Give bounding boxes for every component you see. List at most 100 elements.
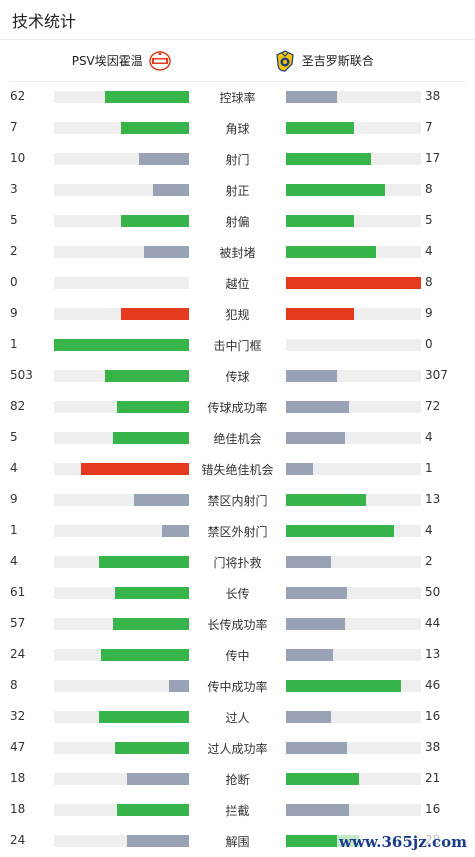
home-bar-fill — [117, 804, 189, 816]
stat-row: 57 长传成功率 44 — [0, 608, 475, 639]
stat-label: 传球 — [225, 370, 250, 384]
stat-row: 47 过人成功率 38 — [0, 732, 475, 763]
home-value: 62 — [10, 89, 26, 103]
stat-row: 503 传球 307 — [0, 360, 475, 391]
home-bar-fill — [115, 587, 189, 599]
away-bar-fill — [286, 432, 345, 444]
stat-label: 射偏 — [225, 215, 250, 229]
away-bar-fill — [286, 680, 401, 692]
stat-row: 82 传球成功率 72 — [0, 391, 475, 422]
stat-label: 绝佳机会 — [213, 432, 262, 446]
stat-label: 禁区外射门 — [207, 525, 268, 539]
away-value: 44 — [425, 616, 441, 630]
home-bar-fill — [117, 401, 189, 413]
stat-label: 长传 — [225, 587, 250, 601]
away-team[interactable]: 圣吉罗斯联合 — [223, 49, 466, 72]
away-value: 38 — [425, 740, 441, 754]
away-bar — [286, 308, 421, 320]
stat-label: 射正 — [225, 184, 250, 198]
away-bar — [286, 339, 421, 351]
away-value: 16 — [425, 802, 441, 816]
away-value: 72 — [425, 399, 441, 413]
home-value: 18 — [10, 802, 26, 816]
stat-label: 门将扑救 — [213, 556, 262, 570]
home-value: 4 — [10, 461, 18, 475]
home-value: 61 — [10, 585, 26, 599]
away-team-name: 圣吉罗斯联合 — [301, 54, 374, 68]
home-bar — [54, 525, 189, 537]
stat-row: 5 射偏 5 — [0, 205, 475, 236]
home-value: 2 — [10, 244, 18, 258]
home-bar — [54, 122, 189, 134]
away-value: 17 — [425, 151, 441, 165]
away-value: 4 — [425, 523, 433, 537]
home-value: 24 — [10, 647, 26, 661]
stat-label: 传中成功率 — [207, 680, 268, 694]
home-bar — [54, 556, 189, 568]
home-bar — [54, 277, 189, 289]
home-bar-fill — [115, 742, 189, 754]
home-bar-fill — [121, 122, 189, 134]
watermark: www.365jz.com — [337, 833, 469, 851]
stat-label: 控球率 — [219, 91, 256, 105]
stat-row: 0 越位 8 — [0, 267, 475, 298]
stat-row: 3 射正 8 — [0, 174, 475, 205]
stat-label: 传球成功率 — [207, 401, 268, 415]
away-value: 8 — [425, 182, 433, 196]
home-bar — [54, 401, 189, 413]
away-value: 13 — [425, 492, 441, 506]
home-bar — [54, 246, 189, 258]
away-bar-fill — [286, 618, 345, 630]
stat-label: 角球 — [225, 122, 250, 136]
stat-label: 错失绝佳机会 — [201, 463, 274, 477]
home-bar — [54, 184, 189, 196]
stat-label: 越位 — [225, 277, 250, 291]
stat-row: 8 传中成功率 46 — [0, 670, 475, 701]
away-bar — [286, 649, 421, 661]
union-sg-logo-icon — [276, 49, 294, 72]
home-team[interactable]: PSV埃因霍温 — [10, 50, 223, 72]
away-value: 50 — [425, 585, 441, 599]
away-bar-fill — [286, 463, 313, 475]
away-value: 13 — [425, 647, 441, 661]
home-bar — [54, 680, 189, 692]
stat-row: 7 角球 7 — [0, 112, 475, 143]
home-value: 7 — [10, 120, 18, 134]
home-bar-fill — [81, 463, 189, 475]
home-bar-fill — [127, 773, 189, 785]
home-bar-fill — [113, 618, 189, 630]
home-bar-fill — [99, 556, 189, 568]
away-bar — [286, 122, 421, 134]
home-bar-fill — [134, 494, 189, 506]
stat-label: 被封堵 — [219, 246, 256, 260]
away-bar-fill — [286, 401, 349, 413]
home-bar — [54, 339, 189, 351]
away-bar — [286, 246, 421, 258]
stat-row: 9 禁区内射门 13 — [0, 484, 475, 515]
stat-row: 10 射门 17 — [0, 143, 475, 174]
psv-logo-icon — [149, 50, 171, 71]
away-bar — [286, 153, 421, 165]
away-value: 0 — [425, 337, 433, 351]
away-bar-fill — [286, 804, 349, 816]
home-bar-fill — [127, 835, 189, 847]
home-bar — [54, 649, 189, 661]
away-value: 8 — [425, 275, 433, 289]
away-bar-fill — [286, 494, 366, 506]
away-bar-fill — [286, 122, 354, 134]
away-value: 307 — [425, 368, 448, 382]
away-bar-fill — [286, 773, 359, 785]
stat-label: 长传成功率 — [207, 618, 268, 632]
away-bar-fill — [286, 587, 347, 599]
home-bar-fill — [99, 711, 189, 723]
stat-row: 4 错失绝佳机会 1 — [0, 453, 475, 484]
home-bar — [54, 153, 189, 165]
away-bar — [286, 587, 421, 599]
away-bar-fill — [286, 556, 331, 568]
away-bar-fill — [286, 649, 333, 661]
stat-label: 过人 — [225, 711, 250, 725]
home-value: 18 — [10, 771, 26, 785]
home-bar-fill — [169, 680, 189, 692]
home-value: 1 — [10, 337, 18, 351]
stat-row: 32 过人 16 — [0, 701, 475, 732]
